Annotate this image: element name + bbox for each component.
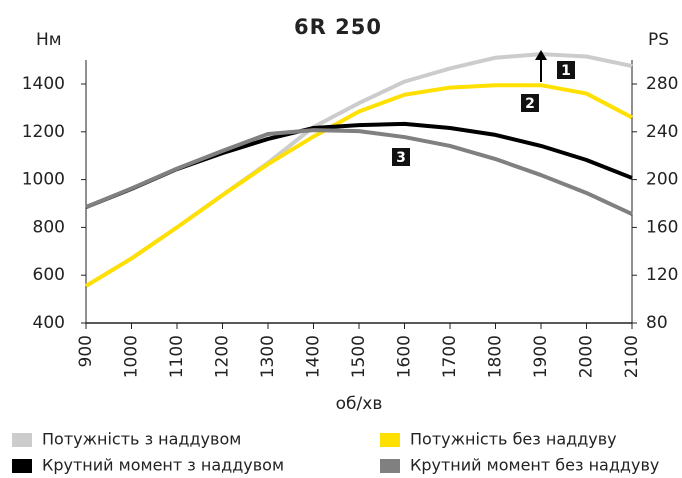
x-tick-label: 1000	[122, 335, 142, 378]
x-tick-label: 900	[76, 335, 96, 367]
y-tick-label: 600	[33, 265, 65, 285]
annotation: 2	[525, 96, 535, 112]
legend-swatch	[380, 459, 400, 473]
y-tick-label: 800	[33, 217, 65, 237]
legend-swatch	[380, 433, 400, 447]
y2-tick-label: 280	[646, 74, 678, 94]
legend-label: Крутний момент з наддувом	[42, 456, 284, 475]
x-tick-label: 1900	[531, 335, 551, 378]
y-tick-label: 1200	[22, 122, 65, 142]
legend-swatch	[12, 459, 32, 473]
legend-label: Крутний момент без наддуву	[410, 456, 659, 475]
x-tick-label: 1300	[258, 335, 278, 378]
y2-tick-label: 200	[646, 170, 678, 190]
y2-tick-label: 240	[646, 122, 678, 142]
y-axis-label: Нм	[36, 30, 62, 50]
legend-label: Потужність без наддуву	[410, 430, 617, 449]
annotation: 3	[396, 150, 406, 166]
annotation: 1	[561, 63, 571, 79]
x-tick-label: 1100	[167, 335, 187, 378]
y-tick-label: 400	[33, 313, 65, 333]
line	[85, 128, 633, 216]
y2-tick-label: 80	[646, 313, 668, 333]
y-tick-label: 1000	[22, 170, 65, 190]
x-tick-label: 1600	[395, 335, 415, 378]
y2-tick-label: 120	[646, 265, 678, 285]
x-tick-label: 1200	[213, 335, 233, 378]
annotation-box	[557, 61, 575, 79]
x-tick-label: 1800	[486, 335, 506, 378]
legend-label: Потужність з наддувом	[42, 430, 241, 449]
x-tick-label: 1500	[349, 335, 369, 378]
x-tick-label: 1700	[440, 335, 460, 378]
y-tick-label: 1400	[22, 74, 65, 94]
annotation-box	[392, 148, 410, 166]
legend-swatch	[12, 433, 32, 447]
chart-title: 6R 250	[294, 15, 382, 39]
x-axis-label: об/хв	[336, 394, 383, 414]
annotation-box	[521, 94, 539, 112]
x-tick-label: 1400	[304, 335, 324, 378]
line	[84, 83, 633, 288]
line	[85, 121, 633, 209]
y2-tick-label: 160	[646, 217, 678, 237]
x-tick-label: 2100	[622, 335, 642, 378]
x-tick-label: 2000	[577, 335, 597, 378]
arrow-head	[535, 50, 547, 60]
y2-axis-label: PS	[648, 30, 669, 50]
